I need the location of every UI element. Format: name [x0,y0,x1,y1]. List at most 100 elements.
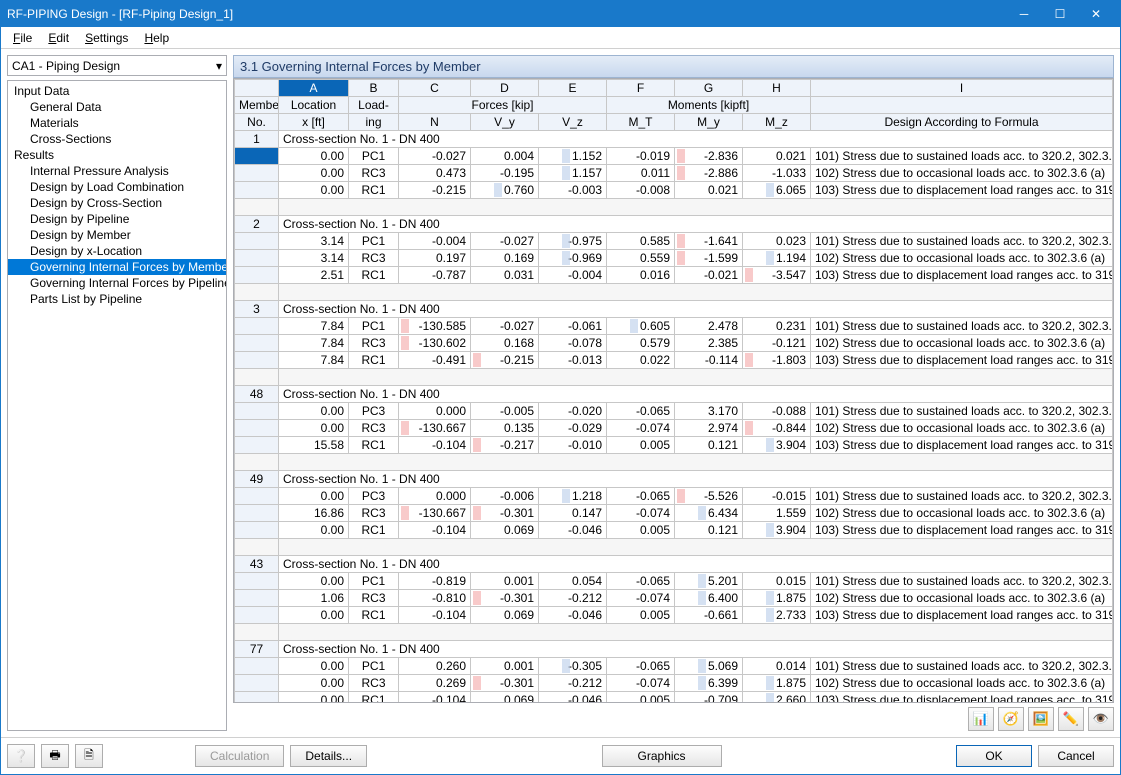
cell[interactable]: 0.579 [607,335,675,352]
cell[interactable]: -0.104 [399,437,471,454]
cell[interactable]: -0.004 [539,267,607,284]
cell[interactable]: -0.065 [607,488,675,505]
col-letter[interactable]: F [607,80,675,97]
cell[interactable]: 5.069 [675,658,743,675]
tree-item[interactable]: Design by Load Combination [8,179,226,195]
cell[interactable]: RC3 [349,250,399,267]
cell[interactable]: 7.84 [279,352,349,369]
tree-item[interactable]: Internal Pressure Analysis [8,163,226,179]
formula-cell[interactable]: 102) Stress due to occasional loads acc.… [811,590,1113,607]
cell[interactable]: -0.027 [399,148,471,165]
cell[interactable]: -0.491 [399,352,471,369]
cell[interactable]: 0.121 [675,437,743,454]
cell[interactable]: -0.819 [399,573,471,590]
row-head[interactable] [235,573,279,590]
cell[interactable]: 0.00 [279,658,349,675]
row-head[interactable] [235,352,279,369]
cell[interactable]: -0.195 [471,165,539,182]
cell[interactable]: -0.015 [743,488,811,505]
formula-cell[interactable]: 101) Stress due to sustained loads acc. … [811,233,1113,250]
cell[interactable]: 2.385 [675,335,743,352]
formula-cell[interactable]: 102) Stress due to occasional loads acc.… [811,335,1113,352]
cell[interactable]: 0.021 [743,148,811,165]
tree-item[interactable]: Design by Member [8,227,226,243]
cell[interactable]: -130.602 [399,335,471,352]
row-head[interactable] [235,522,279,539]
cell[interactable]: 0.473 [399,165,471,182]
tree-item[interactable]: Governing Internal Forces by Member [8,259,226,275]
cell[interactable]: 0.023 [743,233,811,250]
cell[interactable]: -3.547 [743,267,811,284]
calculation-button[interactable]: Calculation [195,745,284,767]
formula-cell[interactable]: 103) Stress due to displacement load ran… [811,607,1113,624]
formula-cell[interactable]: 103) Stress due to displacement load ran… [811,522,1113,539]
cell[interactable]: 0.014 [743,658,811,675]
cell[interactable]: -0.013 [539,352,607,369]
row-head[interactable] [235,165,279,182]
member-no[interactable]: 2 [235,216,279,233]
cell[interactable]: 0.005 [607,522,675,539]
cell[interactable]: -0.027 [471,233,539,250]
cell[interactable]: 0.069 [471,692,539,704]
tree-item[interactable]: Materials [8,115,226,131]
cell[interactable]: 1.875 [743,675,811,692]
formula-cell[interactable]: 103) Stress due to displacement load ran… [811,182,1113,199]
cell[interactable]: RC1 [349,352,399,369]
row-head[interactable] [235,233,279,250]
member-no[interactable]: 77 [235,641,279,658]
cell[interactable]: 6.434 [675,505,743,522]
cell[interactable]: -0.065 [607,573,675,590]
cell[interactable]: -0.121 [743,335,811,352]
cell[interactable]: 0.031 [471,267,539,284]
grid-tool-3[interactable]: ✏️ [1058,707,1084,731]
cell[interactable]: -0.088 [743,403,811,420]
cell[interactable]: 0.011 [607,165,675,182]
cell[interactable]: 7.84 [279,318,349,335]
cell[interactable]: 0.00 [279,165,349,182]
menu-settings[interactable]: Settings [77,29,136,47]
cell[interactable]: 0.021 [675,182,743,199]
cell[interactable]: 0.00 [279,607,349,624]
cell[interactable]: -0.787 [399,267,471,284]
cell[interactable]: 0.054 [539,573,607,590]
cell[interactable]: 6.065 [743,182,811,199]
cell[interactable]: 0.016 [607,267,675,284]
row-head[interactable] [235,590,279,607]
close-button[interactable]: ✕ [1078,2,1114,26]
cell[interactable]: -0.008 [607,182,675,199]
cell[interactable]: 0.168 [471,335,539,352]
cell[interactable]: 0.000 [399,488,471,505]
tree-item[interactable]: Design by Cross-Section [8,195,226,211]
cell[interactable]: 0.00 [279,403,349,420]
cell[interactable]: -0.020 [539,403,607,420]
cell[interactable]: -130.667 [399,420,471,437]
cell[interactable]: 0.585 [607,233,675,250]
cell[interactable]: 0.00 [279,182,349,199]
formula-cell[interactable]: 101) Stress due to sustained loads acc. … [811,148,1113,165]
row-head[interactable] [235,403,279,420]
cell[interactable]: RC1 [349,182,399,199]
cell[interactable]: 0.00 [279,573,349,590]
cell[interactable]: 0.022 [607,352,675,369]
cell[interactable]: -5.526 [675,488,743,505]
cell[interactable]: 5.201 [675,573,743,590]
cell[interactable]: 1.157 [539,165,607,182]
cell[interactable]: 2.733 [743,607,811,624]
cell[interactable]: 6.399 [675,675,743,692]
cell[interactable]: PC3 [349,403,399,420]
cell[interactable]: 0.00 [279,522,349,539]
menu-edit[interactable]: Edit [40,29,77,47]
cell[interactable]: -0.074 [607,420,675,437]
cell[interactable]: -0.810 [399,590,471,607]
cell[interactable]: -0.003 [539,182,607,199]
cell[interactable]: 0.005 [607,607,675,624]
col-letter[interactable]: G [675,80,743,97]
cell[interactable]: -0.074 [607,505,675,522]
cell[interactable]: 3.14 [279,250,349,267]
cell[interactable]: -0.027 [471,318,539,335]
cell[interactable]: -0.217 [471,437,539,454]
cell[interactable]: PC1 [349,318,399,335]
cell[interactable]: 0.005 [607,437,675,454]
ok-button[interactable]: OK [956,745,1032,767]
row-head[interactable] [235,505,279,522]
